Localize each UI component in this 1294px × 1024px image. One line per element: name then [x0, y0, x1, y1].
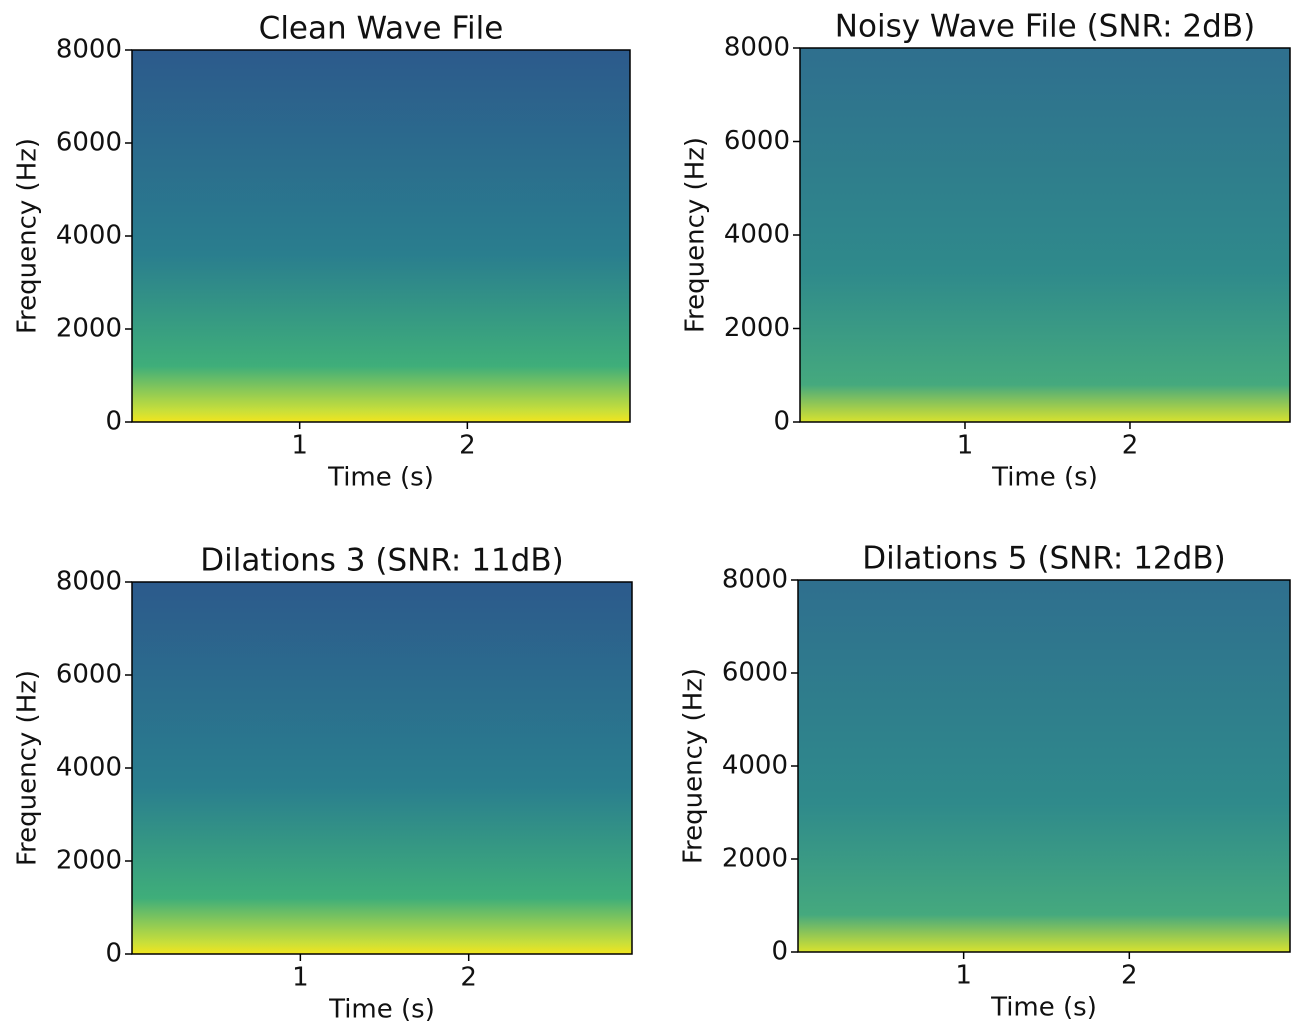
- y-tick-label: 0: [105, 407, 122, 437]
- y-tick-label: 6000: [724, 126, 790, 156]
- y-axis-label: Frequency (Hz): [681, 137, 711, 333]
- y-tick-label: 6000: [56, 660, 122, 690]
- x-tick-label: 1: [957, 431, 974, 461]
- y-tick-label: 4000: [724, 220, 790, 250]
- x-axis-label: Time (s): [990, 993, 1097, 1023]
- y-tick-label: 8000: [722, 565, 788, 595]
- y-tick-label: 2000: [724, 313, 790, 343]
- y-tick-label: 8000: [56, 567, 122, 597]
- x-axis-label: Time (s): [991, 463, 1098, 493]
- y-tick-label: 4000: [56, 753, 122, 783]
- x-tick-label: 2: [459, 431, 476, 461]
- y-tick-label: 2000: [56, 846, 122, 876]
- x-axis-label: Time (s): [328, 995, 435, 1024]
- y-axis-label: Frequency (Hz): [13, 670, 43, 866]
- y-tick-label: 4000: [722, 751, 788, 781]
- y-tick-label: 8000: [724, 33, 790, 63]
- y-tick-label: 2000: [56, 314, 122, 344]
- y-tick-label: 8000: [56, 35, 122, 65]
- x-tick-label: 1: [955, 961, 972, 991]
- y-tick-label: 0: [105, 939, 122, 969]
- y-axis-label: Frequency (Hz): [679, 668, 709, 864]
- x-tick-label: 1: [292, 963, 309, 993]
- y-tick-label: 4000: [56, 221, 122, 251]
- spectrogram-image: [132, 582, 632, 954]
- y-tick-label: 2000: [722, 844, 788, 874]
- y-tick-label: 6000: [722, 658, 788, 688]
- y-tick-label: 6000: [56, 128, 122, 158]
- x-tick-label: 1: [291, 431, 308, 461]
- chart-title: Clean Wave File: [259, 11, 504, 47]
- x-tick-label: 2: [460, 963, 477, 993]
- spectrogram-image: [798, 580, 1290, 952]
- y-tick-label: 0: [771, 937, 788, 967]
- spectrogram-image: [132, 50, 630, 422]
- spectrogram-image: [800, 48, 1290, 422]
- chart-title: Noisy Wave File (SNR: 2dB): [835, 9, 1255, 45]
- y-tick-label: 0: [773, 407, 790, 437]
- x-axis-label: Time (s): [327, 463, 434, 493]
- x-tick-label: 2: [1122, 431, 1139, 461]
- y-axis-label: Frequency (Hz): [13, 138, 43, 334]
- x-tick-label: 2: [1121, 961, 1138, 991]
- chart-title: Dilations 3 (SNR: 11dB): [200, 543, 563, 579]
- chart-title: Dilations 5 (SNR: 12dB): [862, 541, 1225, 577]
